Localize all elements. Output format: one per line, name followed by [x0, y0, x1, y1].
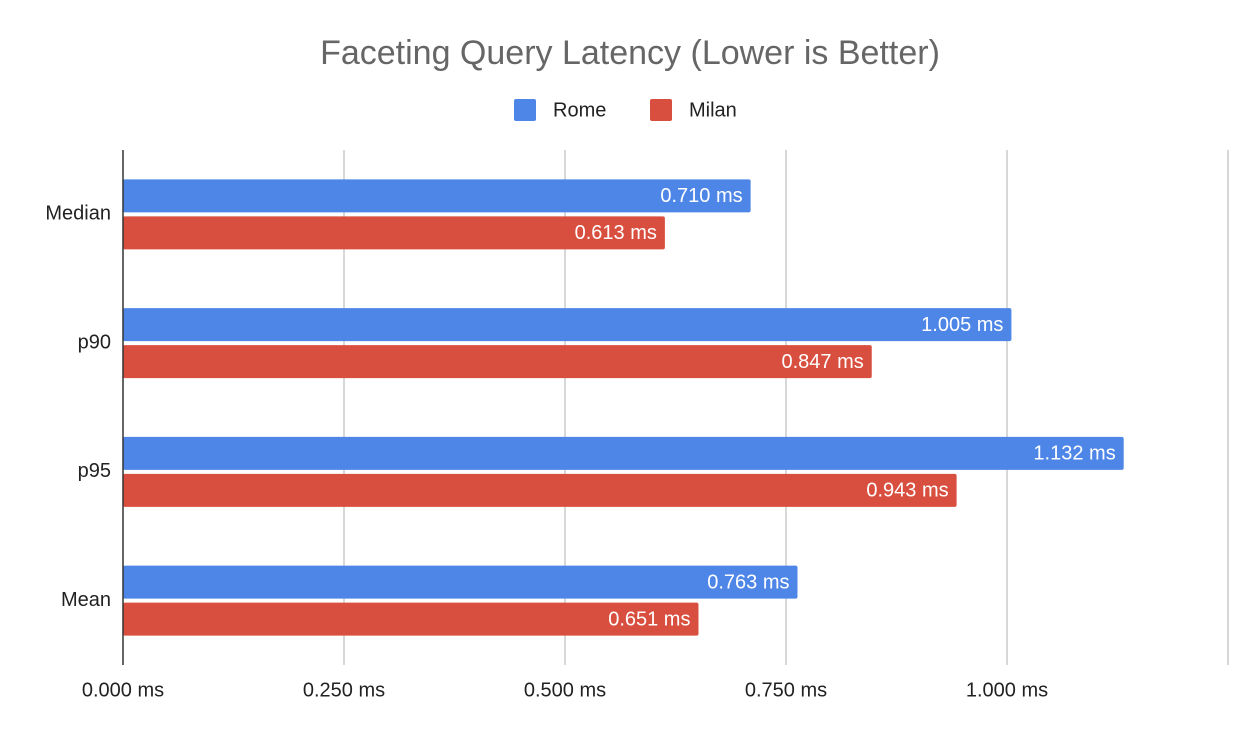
- y-tick-label: Mean: [61, 589, 111, 611]
- value-label: 1.132 ms: [1033, 443, 1115, 465]
- bar: [123, 565, 798, 599]
- bar: [123, 436, 1124, 470]
- bar: [123, 473, 957, 507]
- bar: [123, 345, 872, 379]
- y-tick-label: p90: [78, 331, 111, 353]
- legend-label: Milan: [689, 99, 737, 121]
- legend-swatch: [650, 99, 672, 121]
- chart-title: Faceting Query Latency (Lower is Better): [320, 34, 940, 72]
- value-label: 0.847 ms: [781, 351, 863, 373]
- value-label: 0.613 ms: [575, 222, 657, 244]
- x-tick-label: 1.000 ms: [966, 679, 1048, 701]
- value-label: 0.943 ms: [866, 480, 948, 502]
- value-label: 1.005 ms: [921, 314, 1003, 336]
- legend-swatch: [514, 99, 536, 121]
- x-tick-label: 0.000 ms: [82, 679, 164, 701]
- value-label: 0.763 ms: [707, 571, 789, 593]
- legend-label: Rome: [553, 99, 606, 121]
- value-label: 0.651 ms: [608, 608, 690, 630]
- x-tick-label: 0.750 ms: [745, 679, 827, 701]
- bar: [123, 308, 1012, 342]
- y-tick-label: Median: [45, 203, 111, 225]
- bar: [123, 216, 665, 250]
- x-tick-label: 0.500 ms: [524, 679, 606, 701]
- x-tick-label: 0.250 ms: [303, 679, 385, 701]
- bar: [123, 602, 699, 636]
- bar: [123, 179, 751, 213]
- y-tick-label: p95: [78, 460, 111, 482]
- value-label: 0.710 ms: [660, 185, 742, 207]
